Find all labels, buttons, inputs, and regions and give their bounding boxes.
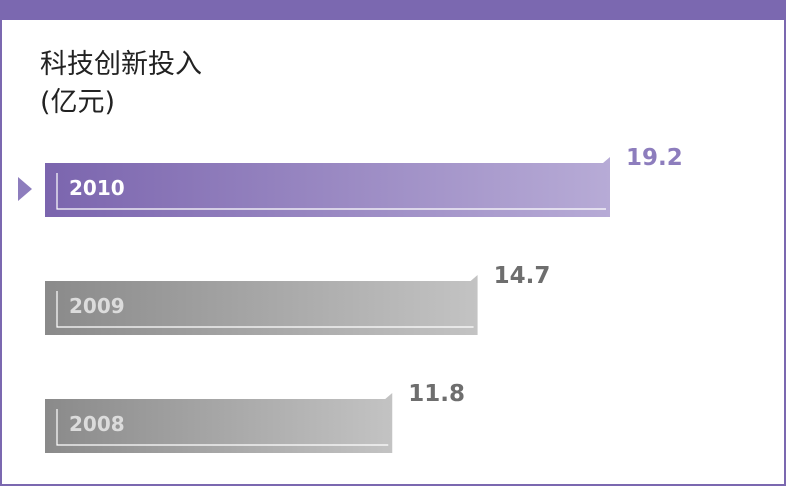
value-label-2008: 11.8 [408, 381, 465, 407]
bar-2010 [45, 157, 610, 217]
chart-title: 科技创新投入 [40, 49, 202, 80]
bar-2008 [45, 393, 393, 453]
bar-inner-frame-2009 [56, 291, 474, 328]
bar-2009 [45, 275, 478, 335]
year-label-2009: 2009 [69, 294, 125, 318]
bar-inner-frame-2008 [56, 409, 389, 446]
value-label-2009: 14.7 [494, 263, 551, 289]
chart-unit: (亿元) [40, 87, 116, 118]
year-label-2008: 2008 [69, 412, 125, 436]
highlight-marker-icon [18, 177, 32, 201]
year-label-2010: 2010 [69, 176, 125, 200]
bar-inner-frame-2010 [56, 173, 606, 210]
panel-header-bar [0, 0, 786, 20]
value-label-2010: 19.2 [626, 145, 683, 171]
